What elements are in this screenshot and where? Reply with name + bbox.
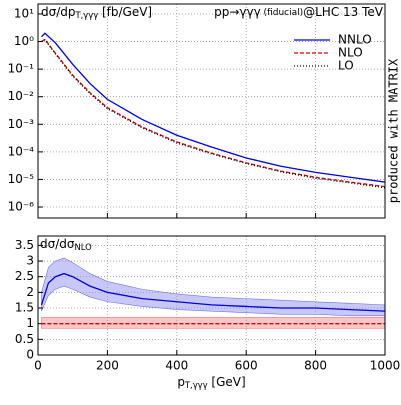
- process-note: (fiducial): [261, 8, 303, 18]
- panel-title-part: dσ/dp: [41, 5, 76, 19]
- x-axis-label: pT,γγγ [GeV]: [177, 375, 245, 390]
- panel-title-part: dσ/dσ: [40, 237, 75, 251]
- y-tick-label: 0.5: [15, 332, 34, 346]
- x-axis-label-part: [GeV]: [208, 375, 246, 389]
- uncertainty-band: [41, 317, 386, 329]
- y-tick-label: 3.5: [15, 238, 34, 252]
- process: pp→γγγ: [214, 5, 261, 19]
- panel-title-part: T,γγγ: [75, 10, 99, 20]
- panel-title-part: NLO: [75, 242, 93, 252]
- x-tick-label: 800: [304, 359, 327, 373]
- panel-title-part: [fb/GeV]: [98, 5, 152, 19]
- legend-label: LO: [338, 59, 354, 73]
- x-tick-label: 400: [165, 359, 188, 373]
- panel-title: dσ/dpT,γγγ [fb/GeV]: [41, 5, 152, 20]
- y-tick-label: 10⁻⁵: [8, 172, 35, 186]
- legend-label: NLO: [338, 46, 363, 60]
- y-tick-label: 2: [26, 285, 34, 299]
- x-tick-label: 1000: [370, 359, 401, 373]
- y-tick-label: 3: [26, 254, 34, 268]
- x-tick-label: 600: [235, 359, 258, 373]
- x-tick-label: 0: [34, 359, 42, 373]
- x-tick-label: 200: [96, 359, 119, 373]
- y-tick-label: 1: [26, 316, 34, 330]
- process-label: pp→γγγ (fiducial)@LHC 13 TeV: [214, 5, 384, 19]
- y-tick-label: 10⁻¹: [8, 62, 35, 76]
- collider: @LHC 13 TeV: [303, 5, 384, 19]
- y-tick-label: 10¹: [14, 6, 34, 20]
- y-tick-label: 10⁰: [14, 34, 34, 48]
- y-tick-label: 1.5: [15, 301, 34, 315]
- y-tick-label: 2.5: [15, 269, 34, 283]
- series-line: [40, 272, 386, 312]
- y-tick-label: 10⁻⁶: [8, 200, 35, 214]
- side-note: produced with MATRIX: [387, 58, 401, 203]
- panel-title: dσ/dσNLO: [40, 237, 92, 252]
- plot-frame: [37, 235, 386, 356]
- x-axis-label-part: p: [177, 375, 185, 389]
- series-line: [41, 32, 386, 183]
- y-tick-label: 10⁻³: [8, 117, 35, 131]
- plot-frame: [37, 3, 386, 219]
- y-tick-label: 10⁻²: [8, 89, 35, 103]
- x-axis-label-part: T,γγγ: [184, 380, 208, 390]
- y-tick-label: 0: [26, 348, 34, 362]
- series-line: [41, 38, 386, 188]
- series-line: [41, 39, 386, 189]
- y-tick-label: 10⁻⁴: [8, 144, 35, 158]
- legend-label: NNLO: [338, 33, 372, 47]
